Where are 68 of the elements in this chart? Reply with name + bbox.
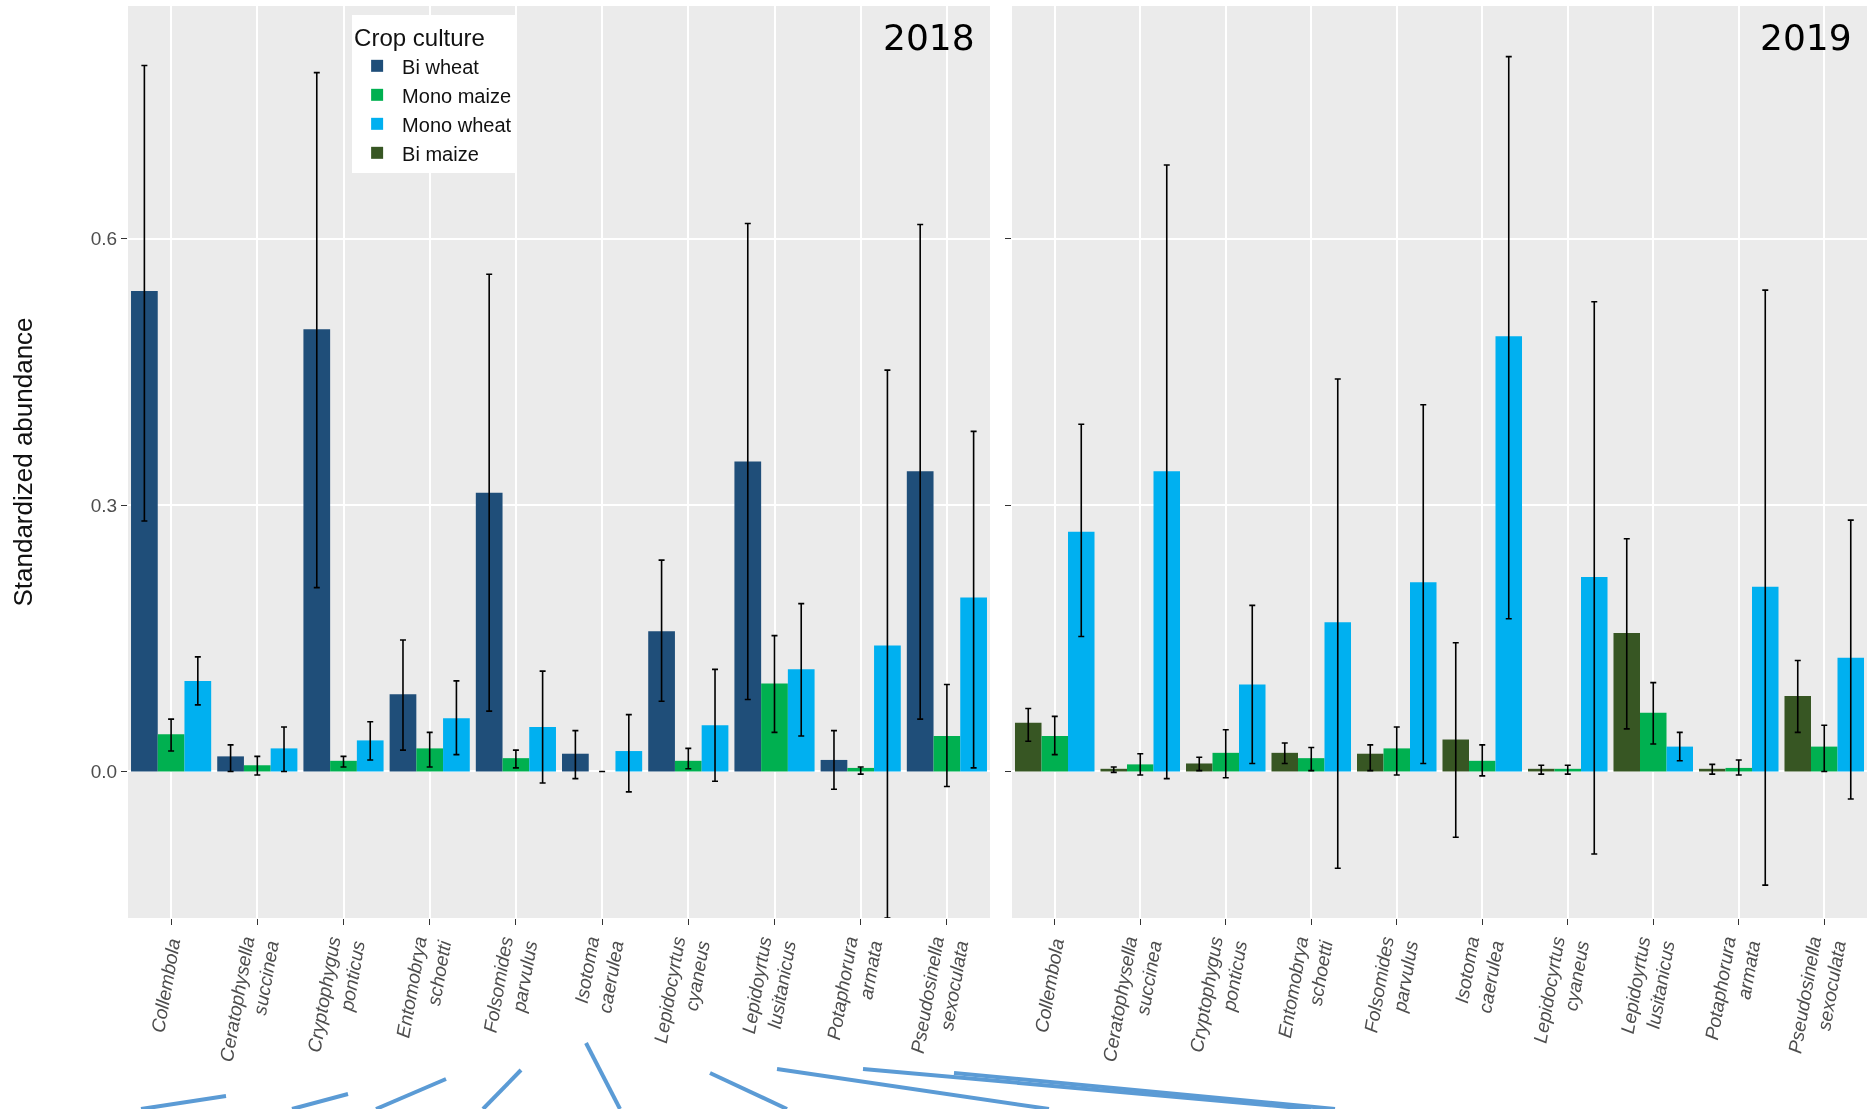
- x-tick-label: Potaphorura armata: [822, 934, 887, 1042]
- x-tick-label: Collembola: [1030, 937, 1069, 1035]
- legend-label: Bi wheat: [402, 55, 480, 78]
- bar: [356, 740, 384, 772]
- bar: [1784, 695, 1811, 772]
- bar: [389, 694, 417, 772]
- x-tick-label: Isotoma caerulea: [570, 934, 628, 1015]
- bar: [1410, 582, 1437, 772]
- y-tick-label: 0.6: [90, 228, 118, 250]
- chart-title: 2018: [883, 17, 975, 58]
- x-tick-label: Lepidocyrtus cyaneus: [650, 934, 714, 1045]
- bar: [131, 291, 158, 772]
- bar: [1442, 739, 1469, 772]
- bar: [157, 734, 185, 772]
- bar: [217, 756, 244, 772]
- x-tick-label: Folsomides parvulus: [479, 934, 542, 1035]
- bar: [615, 751, 643, 772]
- x-tick-label: Lepidoyrtus lusitanicus: [1616, 934, 1679, 1036]
- bar: [1383, 748, 1410, 772]
- bar: [1185, 763, 1213, 772]
- bar: [443, 718, 470, 772]
- bar: [761, 683, 788, 772]
- bar: [1581, 577, 1608, 772]
- legend-label: Mono wheat: [402, 113, 512, 136]
- bar: [1837, 657, 1865, 772]
- x-tick-label: Lepidoyrtus lusitanicus: [737, 934, 801, 1036]
- bar: [475, 492, 503, 772]
- y-tick-label: 0.3: [90, 494, 118, 516]
- bar: [1239, 684, 1266, 772]
- y-axis-title: Standardized abundance: [8, 317, 39, 607]
- bar: [1271, 752, 1298, 772]
- x-tick-label: Entomobrya schoetti: [1273, 934, 1337, 1040]
- bar: [1153, 471, 1181, 772]
- bar: [562, 753, 589, 772]
- bar: [184, 680, 212, 772]
- bar: [416, 748, 444, 772]
- bar: [529, 727, 556, 772]
- bar: [1752, 586, 1779, 772]
- y-tick-label: 0.0: [90, 761, 118, 783]
- x-tick-label: Isotoma caerulea: [1450, 934, 1508, 1015]
- bar: [734, 461, 762, 772]
- x-tick-label: Lepidocyrtus cyaneus: [1529, 934, 1594, 1045]
- bar: [303, 329, 331, 772]
- bar: [1014, 722, 1042, 772]
- bar: [960, 597, 987, 772]
- legend-label: Mono maize: [402, 84, 512, 107]
- x-tick-label: Collembola: [147, 937, 185, 1035]
- bar: [1640, 712, 1667, 772]
- bar: [874, 645, 901, 772]
- bar: [1298, 758, 1325, 772]
- bar: [1495, 336, 1523, 772]
- bar: [1613, 632, 1640, 772]
- bar: [1041, 735, 1068, 772]
- bar: [1068, 531, 1095, 772]
- bar: [906, 471, 934, 772]
- x-tick-label: Entomobrya schoetti: [392, 934, 456, 1040]
- bar: [1811, 746, 1838, 772]
- bar: [648, 631, 675, 772]
- x-tick-label: Potaphorura armata: [1701, 934, 1765, 1042]
- bar: [243, 765, 271, 772]
- chart-title: 2019: [1760, 17, 1852, 58]
- bar: [787, 669, 815, 772]
- bar: [1324, 622, 1352, 772]
- x-tick-label: Cryptophygus ponticus: [303, 934, 370, 1054]
- legend-title: Crop culture: [354, 24, 485, 52]
- legend-label: Bi maize: [402, 142, 479, 165]
- x-tick-label: Folsomides parvulus: [1360, 934, 1423, 1035]
- bar: [1127, 764, 1154, 772]
